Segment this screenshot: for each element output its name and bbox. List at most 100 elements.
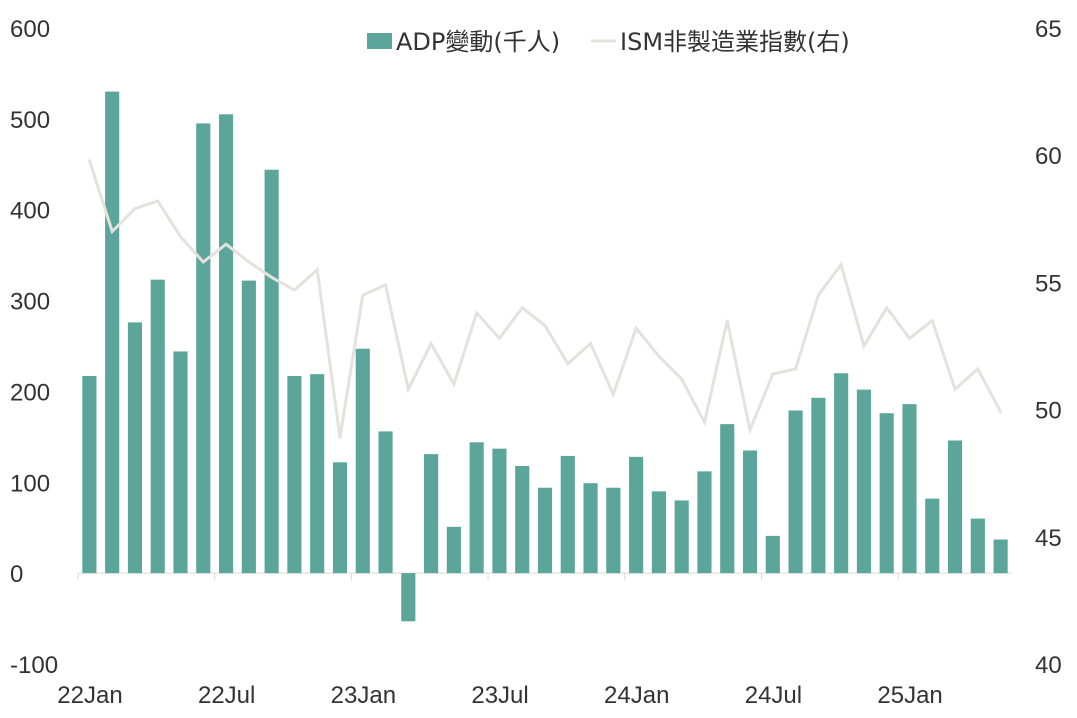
ism-line-series: [87, 159, 1002, 439]
adp-bar: [537, 487, 553, 574]
adp-bar: [583, 483, 598, 574]
ism-point: [794, 367, 797, 371]
ism-point: [179, 235, 182, 238]
adp-bar: [173, 351, 188, 574]
adp-bar: [401, 573, 416, 622]
adp-bar: [196, 123, 211, 574]
ism-point: [202, 260, 205, 264]
ism-point: [589, 342, 592, 345]
right-y-tick-label: 45: [1035, 525, 1062, 552]
adp-bar: [993, 539, 1008, 574]
adp-bar: [765, 535, 780, 574]
ism-point: [361, 293, 364, 297]
adp-bar: [629, 456, 644, 574]
adp-bar: [424, 454, 439, 574]
x-tick-label: 22Jan: [57, 682, 122, 709]
adp-bar: [879, 413, 894, 574]
adp-bar: [469, 442, 484, 574]
ism-point: [247, 260, 251, 264]
ism-point: [110, 230, 114, 233]
adp-bar: [902, 404, 917, 574]
left-y-tick-label: 300: [10, 289, 50, 316]
legend-label-adp: ADP變動(千人): [396, 28, 560, 56]
left-y-axis: -100 0 100 200 300 400 500 600: [10, 16, 58, 679]
ism-point: [976, 367, 980, 371]
right-y-tick-label: 55: [1035, 270, 1062, 297]
x-tick-label: 24Jul: [745, 682, 802, 709]
ism-point: [543, 324, 547, 327]
ism-point: [452, 382, 456, 386]
ism-point: [133, 207, 137, 210]
adp-bar: [697, 471, 712, 574]
ism-point: [521, 306, 524, 310]
right-y-tick-label: 40: [1035, 652, 1062, 679]
ism-point: [953, 388, 957, 391]
adp-bar: [834, 373, 849, 574]
left-y-tick-label: 100: [10, 470, 50, 497]
adp-bar: [492, 448, 507, 574]
ism-point: [224, 243, 228, 246]
ism-point: [771, 372, 775, 376]
adp-bar: [811, 397, 826, 574]
adp-bar: [560, 455, 575, 574]
left-y-tick-label: 400: [10, 198, 50, 225]
adp-bar: [332, 462, 348, 574]
adp-bar: [219, 114, 234, 574]
adp-bar: [947, 440, 963, 574]
right-y-tick-label: 60: [1035, 143, 1062, 170]
adp-bar: [515, 465, 530, 574]
x-tick-label: 22Jul: [198, 682, 255, 709]
adp-bar: [788, 410, 803, 574]
ism-point: [931, 319, 934, 322]
right-y-tick-label: 50: [1035, 398, 1062, 425]
adp-bar: [651, 491, 666, 574]
left-y-tick-label: 200: [10, 379, 50, 406]
adp-bar: [355, 348, 370, 574]
ism-point: [566, 362, 569, 366]
adp-bar: [241, 280, 256, 574]
ism-point: [657, 354, 661, 358]
adp-bar: [856, 389, 871, 574]
adp-bar: [378, 431, 393, 574]
adp-bar: [970, 518, 985, 574]
legend-swatch-adp: [367, 33, 392, 49]
legend-label-ism: ISM非製造業指數(右): [620, 28, 850, 56]
adp-bar-series: [82, 91, 1008, 622]
adp-bar: [606, 487, 621, 574]
ism-point: [862, 344, 866, 348]
x-axis: 22Jan 22Jul 23Jan 23Jul 24Jan 24Jul 25Jan: [57, 572, 1012, 709]
ism-point: [612, 393, 615, 396]
left-y-tick-label: 0: [10, 561, 23, 588]
adp-bar: [127, 322, 143, 574]
adp-bar: [105, 91, 120, 574]
ism-point: [680, 377, 683, 381]
adp-bar: [287, 375, 302, 574]
x-tick-label: 23Jul: [471, 682, 528, 709]
ism-point: [88, 159, 91, 162]
ism-point: [703, 421, 706, 424]
ism-point: [498, 337, 501, 340]
ism-point: [748, 428, 752, 432]
x-tick-label: 25Jan: [877, 682, 942, 709]
x-tick-label: 24Jan: [604, 682, 669, 709]
adp-bar: [925, 498, 940, 574]
ism-point: [634, 326, 638, 330]
adp-bar: [310, 374, 325, 574]
adp-bar: [674, 500, 689, 574]
adp-bar: [150, 279, 165, 574]
ism-point: [817, 293, 820, 297]
ism-point: [338, 436, 342, 439]
ism-point: [908, 337, 911, 340]
ism-point: [475, 311, 478, 315]
legend: ADP變動(千人) ISM非製造業指數(右): [367, 28, 850, 56]
ism-point: [407, 388, 410, 391]
adp-bar: [742, 450, 758, 574]
left-y-tick-label: 600: [10, 16, 50, 43]
right-y-axis: 40 45 50 55 60 65: [1035, 16, 1062, 679]
right-y-tick-label: 65: [1035, 16, 1062, 43]
x-tick-label: 23Jan: [331, 682, 396, 709]
adp-bar: [446, 526, 461, 574]
adp-bar: [264, 169, 279, 574]
ism-point: [315, 268, 319, 271]
